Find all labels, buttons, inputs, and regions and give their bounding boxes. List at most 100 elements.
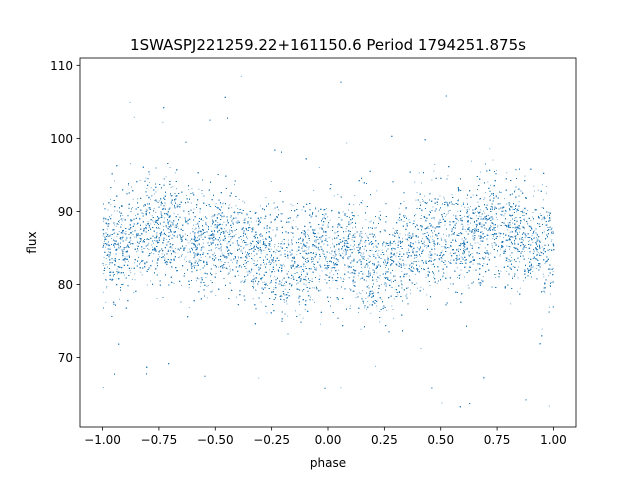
data-point [467,207,469,208]
data-point [419,201,421,203]
data-point [287,315,289,317]
data-point [315,208,316,210]
data-point [126,255,128,257]
data-point [191,228,193,230]
data-point [124,261,126,263]
data-point [382,245,384,247]
data-point [350,254,351,256]
data-point [330,253,332,255]
data-points [102,75,555,408]
data-point [123,258,125,260]
data-point [445,235,447,237]
data-point [398,207,400,209]
data-point [246,271,248,273]
data-point [290,203,292,205]
data-point [197,252,199,254]
data-point [133,116,135,118]
data-point [552,233,554,235]
data-point [214,226,216,228]
data-point [450,246,452,248]
data-point [492,207,493,208]
data-point [415,199,417,201]
data-point [461,205,463,207]
data-point [305,276,306,278]
data-point [466,198,468,199]
data-point [105,258,107,259]
data-point [131,278,133,280]
data-point [474,228,476,230]
data-point [326,208,327,209]
data-point [250,245,252,247]
data-point [130,272,132,274]
data-point [102,291,104,293]
data-point [170,186,172,188]
data-point [252,298,254,300]
data-point [398,240,400,242]
data-point [195,223,197,225]
data-point [461,238,463,240]
data-point [165,176,167,178]
data-point [290,232,292,233]
data-point [386,283,387,285]
data-point [370,242,372,243]
data-point [159,222,161,224]
data-point [155,199,157,200]
data-point [258,274,260,276]
data-point [536,238,538,240]
data-point [366,280,367,282]
data-point [356,293,358,295]
data-point [284,283,285,284]
data-point [395,296,396,297]
data-point [288,271,289,272]
data-point [248,272,250,274]
data-point [367,258,369,260]
data-point [506,203,508,205]
data-point [490,226,492,227]
data-point [239,290,241,292]
data-point [447,288,449,289]
data-point [322,252,324,254]
data-point [136,222,138,224]
data-point [229,241,231,242]
data-point [220,247,222,249]
data-point [463,202,464,204]
data-point [471,229,473,231]
data-point [427,271,429,272]
data-point [299,303,301,305]
data-point [338,269,340,271]
data-point [174,252,176,254]
data-point [177,228,179,229]
data-point [517,232,518,233]
data-point [492,246,493,248]
data-point [115,225,117,227]
data-point [116,268,118,270]
data-point [548,211,550,213]
data-point [237,213,239,215]
data-point [506,258,508,260]
data-point [498,232,500,234]
data-point [428,256,430,258]
data-point [199,285,201,287]
data-point [146,188,148,189]
data-point [537,249,539,250]
data-point [342,252,344,254]
data-point [338,250,340,252]
data-point [205,255,206,257]
data-point [360,238,362,240]
data-point [320,248,322,250]
data-point [497,224,499,226]
data-point [361,271,363,272]
data-point [437,204,439,205]
data-point [369,241,371,243]
data-point [405,238,407,240]
data-point [195,265,197,266]
data-point [300,271,302,273]
data-point [517,188,519,190]
data-point [311,261,313,262]
data-point [195,228,197,229]
data-point [177,214,179,215]
data-point [158,254,160,255]
data-point [129,270,131,272]
data-point [270,181,272,182]
data-point [351,239,353,241]
